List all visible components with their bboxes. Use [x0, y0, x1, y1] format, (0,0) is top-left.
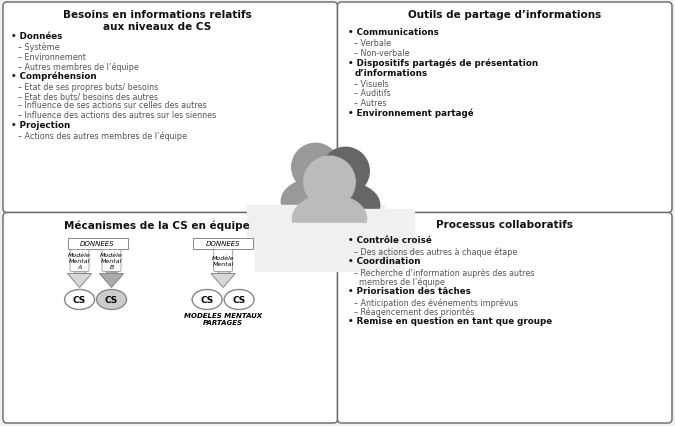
Ellipse shape — [192, 290, 222, 310]
Bar — [247, 205, 384, 250]
Text: – Anticipation des événements imprévus: – Anticipation des événements imprévus — [354, 297, 518, 307]
Text: Outils de partage d’informations: Outils de partage d’informations — [408, 10, 601, 20]
Text: Besoins en informations relatifs
aux niveaux de CS: Besoins en informations relatifs aux niv… — [63, 10, 251, 32]
Text: CS: CS — [200, 295, 214, 304]
Text: – Recherche d’information auprès des autres: – Recherche d’information auprès des aut… — [354, 268, 535, 277]
Text: – Verbale: – Verbale — [354, 39, 391, 48]
Text: CS: CS — [73, 295, 86, 304]
Text: membres de l’équipe: membres de l’équipe — [354, 277, 446, 286]
Text: Modèle
Mental
B: Modèle Mental B — [100, 253, 123, 269]
Text: – Autres membres de l’équipe: – Autres membres de l’équipe — [18, 62, 139, 71]
Ellipse shape — [97, 290, 126, 310]
Text: – Système: – Système — [18, 43, 59, 52]
Bar — [277, 209, 414, 253]
Text: – Actions des autres membres de l’équipe: – Actions des autres membres de l’équipe — [18, 131, 187, 141]
Text: – Autres: – Autres — [354, 99, 387, 108]
Bar — [106, 250, 117, 274]
FancyBboxPatch shape — [213, 250, 233, 272]
Text: • Remise en question en tant que groupe: • Remise en question en tant que groupe — [348, 316, 551, 325]
FancyBboxPatch shape — [338, 3, 672, 213]
Text: • Données: • Données — [11, 32, 62, 41]
Text: – Etat des buts/ besoins des autres: – Etat des buts/ besoins des autres — [18, 92, 158, 101]
Text: • Dispositifs partagés de présentation: • Dispositifs partagés de présentation — [348, 58, 537, 67]
Bar — [74, 250, 85, 274]
Text: CS: CS — [232, 295, 246, 304]
Ellipse shape — [311, 183, 380, 227]
Text: d’informations: d’informations — [354, 69, 428, 78]
FancyBboxPatch shape — [102, 250, 121, 272]
Text: – Auditifs: – Auditifs — [354, 89, 391, 98]
Text: DONNEES: DONNEES — [80, 240, 115, 246]
Circle shape — [304, 157, 355, 208]
Polygon shape — [211, 274, 235, 288]
FancyBboxPatch shape — [338, 213, 672, 423]
Text: Processus collaboratifs: Processus collaboratifs — [436, 220, 573, 230]
Text: – Non-verbale: – Non-verbale — [354, 49, 410, 58]
Text: Modèle
Mental
A: Modèle Mental A — [68, 253, 91, 269]
Text: • Environnement partagé: • Environnement partagé — [348, 108, 473, 118]
Text: – Réagencement des priorités: – Réagencement des priorités — [354, 307, 475, 316]
Circle shape — [322, 148, 369, 196]
Bar — [68, 238, 128, 249]
FancyBboxPatch shape — [3, 3, 338, 213]
Bar — [193, 238, 253, 249]
Text: – Influence des actions des autres sur les siennes: – Influence des actions des autres sur l… — [18, 111, 216, 120]
Text: • Contrôle croisé: • Contrôle croisé — [348, 236, 431, 245]
Circle shape — [292, 144, 340, 191]
FancyBboxPatch shape — [70, 250, 89, 272]
Ellipse shape — [224, 290, 254, 310]
Ellipse shape — [281, 179, 350, 224]
Ellipse shape — [292, 195, 367, 243]
Text: • Coordination: • Coordination — [348, 256, 420, 265]
Text: – Influence de ses actions sur celles des autres: – Influence de ses actions sur celles de… — [18, 101, 207, 110]
Text: CS: CS — [105, 295, 118, 304]
Polygon shape — [99, 274, 124, 288]
Text: • Priorisation des tâches: • Priorisation des tâches — [348, 286, 470, 295]
Bar — [255, 223, 404, 271]
Ellipse shape — [65, 290, 94, 310]
Text: • Projection: • Projection — [11, 120, 70, 129]
Text: • Communications: • Communications — [348, 28, 438, 37]
Text: • Compréhension: • Compréhension — [11, 71, 97, 81]
Text: Modèle
Mental: Modèle Mental — [212, 256, 234, 266]
Text: – Des actions des autres à chaque étape: – Des actions des autres à chaque étape — [354, 247, 518, 256]
Text: Mécanismes de la CS en équipe: Mécanismes de la CS en équipe — [64, 220, 250, 230]
Text: – Environnement: – Environnement — [18, 52, 86, 61]
Text: DONNEES: DONNEES — [206, 240, 240, 246]
Bar — [217, 250, 229, 274]
Text: – Visuels: – Visuels — [354, 80, 389, 89]
FancyBboxPatch shape — [3, 213, 338, 423]
Text: MODELES MENTAUX
PARTAGES: MODELES MENTAUX PARTAGES — [184, 313, 262, 326]
Polygon shape — [68, 274, 92, 288]
Text: – Etat de ses propres buts/ besoins: – Etat de ses propres buts/ besoins — [18, 82, 158, 91]
